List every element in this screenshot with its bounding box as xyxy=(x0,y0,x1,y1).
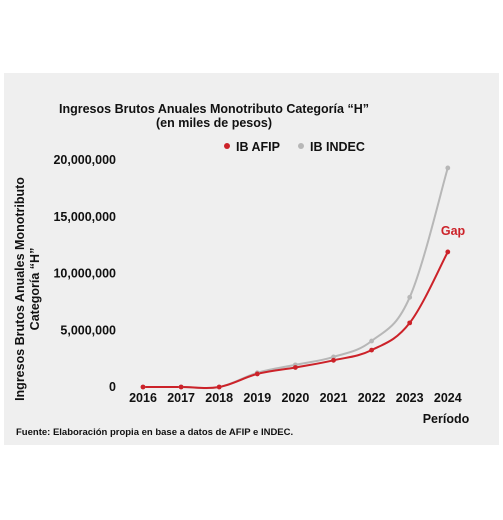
x-tick-label: 2020 xyxy=(281,391,309,405)
legend-label-ib-afip: IB AFIP xyxy=(236,140,280,154)
x-tick-label: 2016 xyxy=(129,391,157,405)
x-tick-label: 2017 xyxy=(167,391,195,405)
x-tick-label: 2019 xyxy=(243,391,271,405)
x-tick-label: 2021 xyxy=(320,391,348,405)
data-point-ib-afip xyxy=(216,384,222,390)
x-tick-label: 2018 xyxy=(205,391,233,405)
series-line-ib-indec xyxy=(143,167,449,390)
data-point-ib-indec xyxy=(369,338,374,344)
data-point-ib-afip xyxy=(254,371,260,377)
data-point-ib-afip xyxy=(178,384,184,390)
data-point-ib-afip xyxy=(331,357,336,363)
data-point-ib-afip xyxy=(293,365,298,370)
data-point-ib-afip xyxy=(445,249,451,255)
data-point-ib-indec xyxy=(331,354,336,360)
data-point-ib-afip xyxy=(407,320,413,326)
chart-title: Ingresos Brutos Anuales Monotributo Cate… xyxy=(59,102,369,116)
x-axis-ticks: 2016 2017 2018 2019 2020 2021 2022 2023 2024 xyxy=(129,391,462,405)
chart-panel: Ingresos Brutos Anuales Monotributo Cate… xyxy=(4,73,499,445)
series-lines xyxy=(143,167,449,390)
chart-subtitle: (en miles de pesos) xyxy=(156,116,272,130)
y-tick-label: 0 xyxy=(109,380,116,394)
data-point-ib-afip xyxy=(140,384,146,390)
y-tick-label: 15,000,000 xyxy=(53,210,116,224)
y-axis-label-line1: Ingresos Brutos Anuales Monotributo xyxy=(13,177,27,401)
legend-marker-ib-indec xyxy=(298,143,304,149)
x-axis-label: Período xyxy=(423,412,470,426)
x-tick-label: 2024 xyxy=(434,391,462,405)
source-note: Fuente: Elaboración propia en base a dat… xyxy=(16,427,293,438)
data-point-ib-indec xyxy=(445,165,451,171)
legend-marker-ib-afip xyxy=(224,143,230,149)
series-points xyxy=(140,165,451,390)
data-point-ib-afip xyxy=(369,347,374,353)
legend-label-ib-indec: IB INDEC xyxy=(310,140,365,154)
data-point-ib-indec xyxy=(407,294,413,300)
y-tick-label: 5,000,000 xyxy=(60,323,116,337)
legend: IB AFIP IB INDEC xyxy=(224,140,365,154)
line-chart: Ingresos Brutos Anuales Monotributo Cate… xyxy=(13,102,470,438)
y-axis-ticks: 0 5,000,000 10,000,000 15,000,000 20,000,000 xyxy=(53,153,116,394)
x-tick-label: 2022 xyxy=(358,391,386,405)
y-tick-label: 20,000,000 xyxy=(53,153,116,167)
y-axis-label-line2: Categoría “H” xyxy=(28,248,42,331)
x-tick-label: 2023 xyxy=(396,391,424,405)
y-tick-label: 10,000,000 xyxy=(53,267,116,281)
gap-annotation: Gap xyxy=(441,224,466,238)
